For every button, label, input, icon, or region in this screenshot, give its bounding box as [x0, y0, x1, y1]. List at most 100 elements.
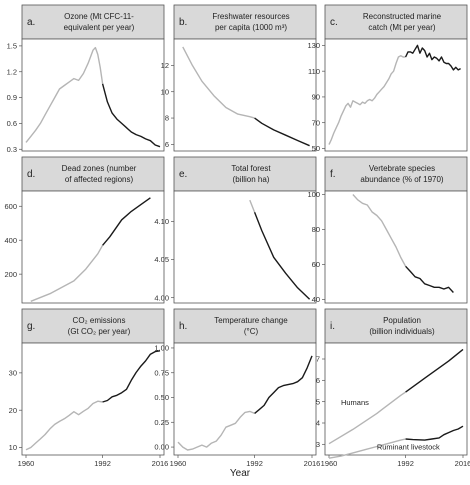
series-line-after-0 — [405, 265, 454, 293]
series-line-after-0 — [254, 117, 310, 147]
series-line-before-0 — [25, 400, 103, 451]
panel-strip — [324, 308, 468, 344]
panel-title: CO₂ emissions — [73, 316, 126, 325]
x-tick-label: 1960 — [321, 459, 338, 468]
panel-d: d. Dead zones (number of affected regions)… — [4, 156, 165, 304]
y-tick-label: 1.2 — [7, 67, 17, 76]
plot-area — [324, 38, 468, 152]
plot-area — [21, 38, 165, 152]
series-line-before-0 — [30, 244, 104, 302]
y-tick-label: 0.6 — [7, 119, 17, 128]
y-tick-label: 60 — [312, 260, 320, 269]
panel-title: Vertebrate species — [369, 164, 435, 173]
y-tick-label: 4 — [316, 419, 320, 428]
series-line-after-0 — [102, 197, 151, 246]
series-annotation: Ruminant livestock — [377, 443, 440, 452]
y-tick-label: 1.5 — [7, 41, 17, 50]
panel-title: abundance (% of 1970) — [360, 175, 444, 184]
plot-area — [173, 38, 317, 152]
x-tick-label: 1960 — [170, 459, 187, 468]
y-tick-label: 10 — [161, 87, 169, 96]
panel-title: per capita (1000 m³) — [215, 23, 287, 32]
panel-title: (billion ha) — [233, 175, 270, 184]
panel-g: g. CO₂ emissions (Gt CO₂ per year) 10 20 30 19… — [9, 308, 169, 468]
y-tick-label: 5 — [316, 397, 320, 406]
x-tick-label: 1992 — [94, 459, 111, 468]
series-line-before-0 — [182, 46, 255, 119]
panel-letter: f. — [330, 169, 336, 180]
panel-title: Ozone (Mt CFC-11- — [64, 12, 134, 21]
panel-letter: e. — [179, 169, 187, 180]
panel-i: i. Population (billion individuals) 3 4 5 6 7 19… — [316, 308, 470, 468]
x-tick-label: 2016 — [455, 459, 470, 468]
panel-title: Temperature change — [214, 316, 288, 325]
y-tick-label: 30 — [9, 368, 17, 377]
panel-title: (billion individuals) — [369, 327, 435, 336]
x-tick-label: 2016 — [304, 459, 321, 468]
panel-letter: h. — [179, 321, 187, 332]
series-line-after-0 — [405, 348, 464, 393]
panel-f: f. Vertebrate species abundance (% of 1970… — [307, 156, 468, 304]
y-tick-label: 100 — [307, 190, 320, 199]
y-tick-label: 3 — [316, 440, 320, 449]
panel-title: (Gt CO₂ per year) — [68, 327, 131, 336]
series-line-before-1 — [328, 438, 406, 459]
y-tick-label: 0.00 — [154, 443, 169, 452]
panel-h: h. Temperature change (°C) 0.00 0.25 0.50 0.75… — [154, 308, 321, 468]
x-tick-label: 1992 — [246, 459, 263, 468]
panel-letter: g. — [27, 321, 35, 332]
panel-a: a. Ozone (Mt CFC-11- equivalent per year) 0… — [7, 4, 165, 154]
panel-letter: c. — [330, 17, 338, 28]
y-tick-label: 0.75 — [154, 368, 169, 377]
panel-strip — [173, 156, 317, 192]
panel-title: Freshwater resources — [212, 12, 289, 21]
series-line-after-0 — [254, 355, 313, 414]
panel-e: e. Total forest (billion ha) 4.00 4.05 4.10 — [154, 156, 317, 304]
y-tick-label: 600 — [4, 202, 17, 211]
series-line-before-0 — [249, 199, 256, 213]
x-tick-label: 1960 — [18, 459, 35, 468]
panel-title: Population — [383, 316, 421, 325]
x-axis-label: Year — [230, 468, 251, 479]
series-line-after-1 — [405, 425, 464, 441]
panel-title: Total forest — [231, 164, 271, 173]
y-tick-label: 20 — [9, 406, 17, 415]
y-tick-label: 0.3 — [7, 145, 17, 154]
series-line-before-0 — [352, 194, 407, 267]
x-tick-label: 1992 — [397, 459, 414, 468]
plot-area — [173, 342, 317, 456]
y-tick-label: 70 — [312, 118, 320, 127]
y-tick-label: 0.50 — [154, 393, 169, 402]
plot-area — [21, 190, 165, 304]
y-tick-label: 4.10 — [154, 217, 169, 226]
y-tick-label: 6 — [165, 140, 169, 149]
series-annotation: Humans — [341, 398, 369, 407]
y-tick-label: 4.05 — [154, 255, 169, 264]
series-line-after-0 — [102, 350, 161, 403]
y-tick-label: 8 — [165, 114, 169, 123]
panel-strip — [21, 4, 165, 40]
y-tick-label: 40 — [312, 295, 320, 304]
panel-strip — [324, 4, 468, 40]
panel-title: Dead zones (number — [62, 164, 137, 173]
y-tick-label: 50 — [312, 144, 320, 153]
panel-strip — [173, 4, 317, 40]
y-tick-label: 90 — [312, 93, 320, 102]
panel-b: b. Freshwater resources per capita (1000 m… — [161, 4, 317, 152]
y-tick-label: 0.9 — [7, 93, 17, 102]
x-tick-label: 2016 — [152, 459, 169, 468]
y-tick-label: 1.00 — [154, 344, 169, 353]
panel-title: equivalent per year) — [64, 23, 135, 32]
y-tick-label: 400 — [4, 236, 17, 245]
series-line-before-0 — [177, 410, 255, 451]
panel-title: Reconstructed marine — [363, 12, 442, 21]
panel-strip — [21, 308, 165, 344]
y-tick-label: 200 — [4, 270, 17, 279]
plot-area — [173, 190, 317, 304]
series-line-before-0 — [25, 46, 104, 143]
panel-letter: i. — [330, 321, 335, 332]
panel-letter: a. — [27, 17, 35, 28]
plot-area — [21, 342, 165, 456]
y-tick-label: 110 — [308, 67, 320, 76]
